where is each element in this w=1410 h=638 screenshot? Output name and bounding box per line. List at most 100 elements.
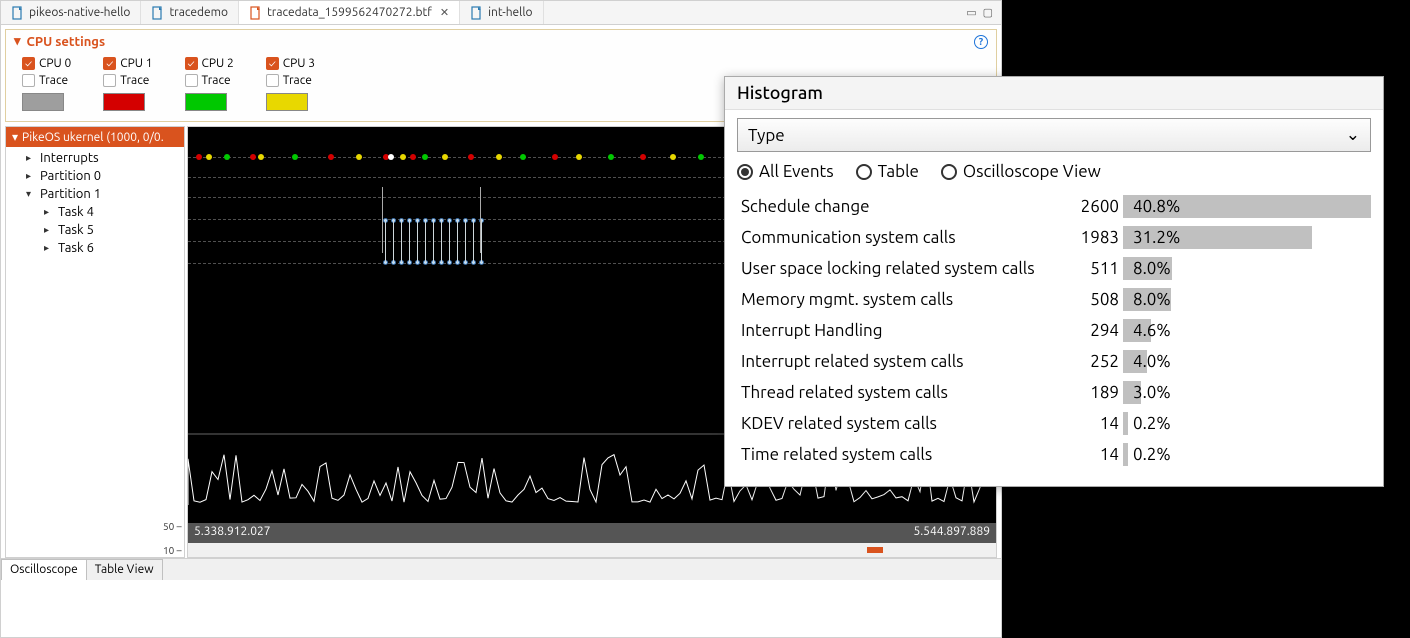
event-marker[interactable] [670, 154, 676, 160]
event-marker[interactable] [442, 154, 448, 160]
editor-tab[interactable]: tracedata_1599562470272.btf✕ [239, 1, 460, 24]
histogram-row[interactable]: Schedule change260040.8% [737, 191, 1371, 222]
histogram-pct: 4.6% [1127, 321, 1171, 340]
histogram-row[interactable]: KDEV related system calls140.2% [737, 408, 1371, 439]
tree-collapser-icon[interactable]: ▸ [44, 206, 54, 218]
editor-tab[interactable]: int-hello [460, 1, 543, 24]
tree-collapser-icon[interactable]: ▾ [26, 188, 36, 200]
collapse-icon[interactable]: ▾ [12, 130, 18, 144]
close-icon[interactable]: ✕ [440, 6, 449, 19]
histogram-row[interactable]: Time related system calls140.2% [737, 439, 1371, 470]
histogram-radio[interactable]: Oscilloscope View [941, 162, 1101, 181]
histogram-label: Memory mgmt. system calls [737, 284, 1067, 315]
maximize-icon[interactable]: ▢ [983, 6, 993, 19]
tab-label: tracedemo [169, 6, 228, 19]
cpu-label: CPU 2 [202, 57, 234, 70]
event-marker[interactable] [356, 154, 362, 160]
xaxis-end: 5.544.897.889 [913, 525, 990, 541]
help-icon[interactable]: ? [974, 35, 988, 49]
bottom-tab[interactable]: Table View [86, 559, 163, 580]
cpu-enable-checkbox[interactable]: ✓ [103, 57, 116, 70]
event-link [425, 219, 426, 263]
tree-item[interactable]: ▸Task 4 [8, 203, 182, 221]
tree-collapser-icon[interactable]: ▸ [44, 242, 54, 254]
cpu-enable-checkbox[interactable]: ✓ [266, 57, 279, 70]
event-marker[interactable] [224, 154, 230, 160]
histogram-row[interactable]: Interrupt related system calls2524.0% [737, 346, 1371, 377]
event-marker[interactable] [552, 154, 558, 160]
tree-item-label: Partition 1 [40, 187, 101, 201]
tree-header[interactable]: ▾ PikeOS ukernel (1000, 0/0. [6, 127, 184, 147]
histogram-row[interactable]: Communication system calls198331.2% [737, 222, 1371, 253]
tree-collapser-icon[interactable]: ▸ [26, 170, 36, 182]
cpu-color-swatch[interactable] [185, 93, 227, 111]
minimize-icon[interactable]: ▭ [966, 6, 976, 19]
tree-item[interactable]: ▸Partition 0 [8, 167, 182, 185]
tree-item-label: Task 5 [58, 223, 94, 237]
event-marker[interactable] [520, 154, 526, 160]
timeline-scrollbar[interactable] [188, 543, 996, 557]
event-marker[interactable] [206, 154, 212, 160]
histogram-bar: 3.0% [1123, 377, 1371, 408]
event-marker[interactable] [196, 154, 202, 160]
trace-label: Trace [283, 74, 312, 87]
histogram-bar: 4.0% [1123, 346, 1371, 377]
histogram-row[interactable]: User space locking related system calls5… [737, 253, 1371, 284]
cpu-settings-header[interactable]: ▾ CPU settings ? [6, 30, 996, 53]
event-marker[interactable] [468, 154, 474, 160]
event-marker[interactable] [328, 154, 334, 160]
event-marker[interactable] [258, 154, 264, 160]
bottom-tab[interactable]: Oscilloscope [1, 559, 87, 580]
window-buttons[interactable]: ▭ ▢ [966, 6, 1001, 19]
tree-item[interactable]: ▸ Task 5 [8, 221, 182, 239]
histogram-row[interactable]: Interrupt Handling2944.6% [737, 315, 1371, 346]
scrollbar-thumb[interactable] [867, 547, 883, 553]
cpu-color-swatch[interactable] [266, 93, 308, 111]
event-marker[interactable] [422, 154, 428, 160]
event-marker[interactable] [292, 154, 298, 160]
editor-tab[interactable]: pikeos-native-hello [1, 1, 141, 24]
event-marker[interactable] [640, 154, 646, 160]
histogram-radio[interactable]: Table [856, 162, 919, 181]
event-marker[interactable] [388, 154, 394, 160]
tab-label: int-hello [488, 6, 532, 19]
histogram-row[interactable]: Thread related system calls1893.0% [737, 377, 1371, 408]
osc-ytick: 10 – [163, 545, 182, 556]
histogram-count: 1983 [1067, 222, 1123, 253]
histogram-count: 2600 [1067, 191, 1123, 222]
histogram-count: 14 [1067, 408, 1123, 439]
event-marker[interactable] [250, 154, 256, 160]
event-marker[interactable] [698, 154, 704, 160]
collapse-icon[interactable]: ▾ [14, 34, 21, 49]
event-marker[interactable] [410, 154, 416, 160]
event-link [457, 219, 458, 263]
selection-cursor[interactable] [382, 187, 383, 253]
histogram-count: 511 [1067, 253, 1123, 284]
tree-collapser-icon[interactable]: ▸ [26, 152, 36, 164]
histogram-pct: 3.0% [1127, 383, 1171, 402]
selection-cursor[interactable] [480, 187, 481, 253]
editor-tab[interactable]: tracedemo [141, 1, 239, 24]
event-marker[interactable] [576, 154, 582, 160]
cpu-trace-checkbox[interactable] [22, 74, 35, 87]
tree-item[interactable]: ▸Interrupts [8, 149, 182, 167]
histogram-radio[interactable]: All Events [737, 162, 834, 181]
cpu-trace-checkbox[interactable] [185, 74, 198, 87]
cpu-trace-checkbox[interactable] [266, 74, 279, 87]
tree-collapser-icon[interactable]: ▸ [44, 224, 54, 236]
histogram-type-dropdown[interactable]: Type ⌄ [737, 118, 1371, 152]
cpu-enable-checkbox[interactable]: ✓ [22, 57, 35, 70]
histogram-pct: 8.0% [1127, 290, 1171, 309]
histogram-row[interactable]: Memory mgmt. system calls5088.0% [737, 284, 1371, 315]
tree-item[interactable]: ▾ Partition 1 [8, 185, 182, 203]
cpu-trace-checkbox[interactable] [103, 74, 116, 87]
tree-item[interactable]: ▸Task 6 [8, 239, 182, 257]
cpu-color-swatch[interactable] [103, 93, 145, 111]
event-link [401, 219, 402, 263]
event-marker[interactable] [608, 154, 614, 160]
cpu-settings-title: CPU settings [27, 35, 106, 49]
cpu-enable-checkbox[interactable]: ✓ [185, 57, 198, 70]
event-marker[interactable] [496, 154, 502, 160]
event-marker[interactable] [400, 154, 406, 160]
cpu-color-swatch[interactable] [22, 93, 64, 111]
